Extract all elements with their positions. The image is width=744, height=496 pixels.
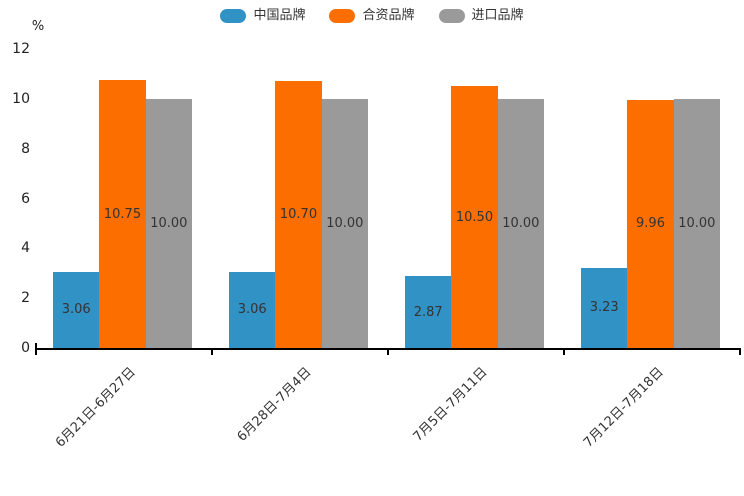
x-axis-tick xyxy=(35,343,37,355)
bar-series2-group3: 10.50 xyxy=(451,86,498,348)
bar-series3-group3: 10.00 xyxy=(497,98,544,348)
legend-swatch-icon xyxy=(438,9,465,23)
bar-series3-group4: 10.00 xyxy=(673,98,720,348)
legend-item-1[interactable]: 中国品牌 xyxy=(220,8,305,24)
bar-series2-group4: 9.96 xyxy=(627,99,674,348)
bar-value-label: 10.00 xyxy=(150,215,188,231)
bar-series3-group2: 10.00 xyxy=(321,98,368,348)
bar-value-label: 10.50 xyxy=(455,209,494,225)
bar-value-label: 10.75 xyxy=(103,206,142,222)
y-tick-label: 12 xyxy=(12,41,30,57)
bar-series2-group2: 10.70 xyxy=(275,81,322,348)
legend-label: 中国品牌 xyxy=(253,8,306,23)
y-tick-label: 4 xyxy=(21,240,30,257)
x-axis-tick xyxy=(739,348,741,355)
y-axis-unit-label: % xyxy=(31,19,45,34)
x-category-label: 6月21日-6月27日 xyxy=(52,364,139,451)
y-tick-label: 0 xyxy=(21,340,30,356)
bar-value-label: 10.00 xyxy=(326,215,364,231)
bar-value-label: 10.00 xyxy=(502,215,540,231)
legend-label: 进口品牌 xyxy=(471,8,524,23)
bar-series1-group2: 3.06 xyxy=(229,271,276,348)
bar-value-label: 3.23 xyxy=(589,300,619,316)
y-tick-label: 10 xyxy=(12,90,30,107)
x-axis-tick xyxy=(211,348,213,355)
x-category-label: 7月5日-7月11日 xyxy=(410,364,491,445)
bar-series1-group1: 3.06 xyxy=(53,271,100,348)
bar-value-label: 10.70 xyxy=(279,207,318,223)
bar-value-label: 9.96 xyxy=(636,216,665,232)
legend: 中国品牌 合资品牌 进口品牌 xyxy=(0,8,744,24)
y-tick-label: 8 xyxy=(21,140,30,157)
bar-value-label: 3.06 xyxy=(61,302,91,318)
legend-item-3[interactable]: 进口品牌 xyxy=(438,8,524,24)
bar-series3-group1: 10.00 xyxy=(145,98,192,348)
bar-series1-group4: 3.23 xyxy=(581,267,628,348)
bar-value-label: 2.87 xyxy=(413,304,443,320)
y-tick-label: 6 xyxy=(21,190,30,207)
x-category-label: 7月12日-7月18日 xyxy=(580,364,667,451)
bar-value-label: 10.00 xyxy=(678,215,716,231)
bar-series2-group1: 10.75 xyxy=(99,80,146,348)
legend-item-2[interactable]: 合资品牌 xyxy=(329,8,415,24)
bar-series1-group3: 2.87 xyxy=(405,276,452,348)
x-axis-tick xyxy=(563,348,565,355)
legend-swatch-icon xyxy=(220,9,247,23)
legend-swatch-icon xyxy=(329,9,356,23)
legend-label: 合资品牌 xyxy=(362,8,415,23)
x-axis-tick xyxy=(387,348,389,355)
bar-value-label: 3.06 xyxy=(237,302,267,318)
y-tick-label: 2 xyxy=(21,290,30,307)
x-category-label: 6月28日-7月4日 xyxy=(234,364,315,445)
